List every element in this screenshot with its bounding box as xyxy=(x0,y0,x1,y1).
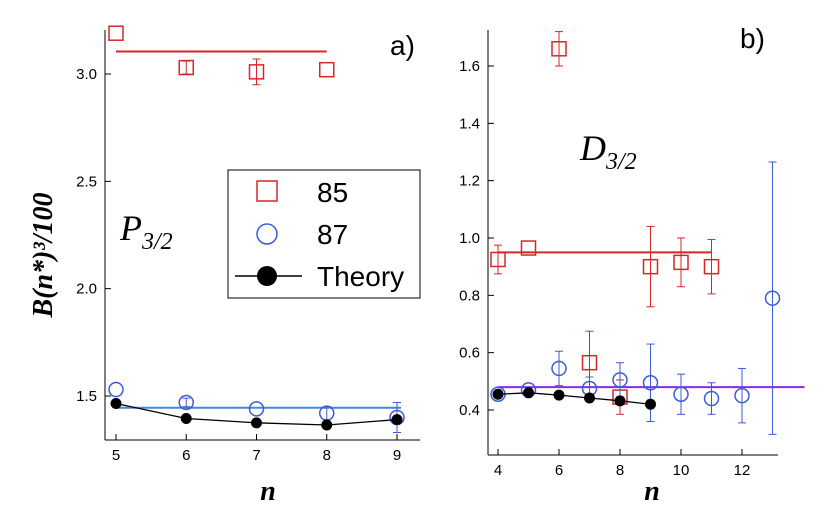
panel-b-point-87 xyxy=(551,360,567,377)
panel-b-point-87 xyxy=(764,290,781,306)
panel-b-point-theory xyxy=(645,398,656,410)
panel-b-x-tick-label: 6 xyxy=(555,462,563,479)
panel-a-ticks: 5 6 7 8 9 1.5 2.0 2.5 3.0 xyxy=(76,66,401,464)
panel-b-marks xyxy=(490,31,781,435)
panel-b-point-87 xyxy=(642,375,659,391)
panel-a-point-theory xyxy=(391,414,403,426)
panel-b-fit-lines xyxy=(498,251,805,389)
panel-b-point-87 xyxy=(734,387,750,404)
panel-b-point-theory xyxy=(523,387,534,399)
legend-square-icon xyxy=(256,180,278,202)
legend-entry-85: 85 xyxy=(256,177,348,208)
panel-b-y-tick-label: 0.8 xyxy=(459,287,480,304)
panel-a-y-tick-label: 2.5 xyxy=(76,173,97,190)
panel-a-point-theory xyxy=(251,417,262,429)
legend-label-87: 87 xyxy=(317,219,348,250)
panel-a-x-tick-label: 7 xyxy=(252,447,260,464)
panel-b-point-85 xyxy=(642,258,659,275)
panel-b-point-theory xyxy=(492,388,504,400)
panel-b-point-85 xyxy=(490,251,506,268)
panel-a-point-theory xyxy=(110,398,122,410)
panel-b-y-tick-label: 1.2 xyxy=(459,173,480,190)
panel-a-x-tick-label: 6 xyxy=(182,447,190,464)
panel-b-point-87 xyxy=(673,386,689,402)
panel-a-point-87 xyxy=(248,401,265,417)
panel-a-x-tick-label: 5 xyxy=(112,447,120,464)
panel-b: 4 6 8 10 12 0.4 0.6 0.8 1.0 1.2 1.4 1.6 b) D3/2 n xyxy=(459,23,805,507)
panel-a-series-sub: 3/2 xyxy=(141,229,173,255)
panel-b-point-87 xyxy=(612,372,628,388)
panel-b-y-tick-label: 1.0 xyxy=(459,230,480,247)
y-axis-label: B(n*)³/100 xyxy=(28,192,59,318)
legend-circle-icon xyxy=(256,223,278,245)
panel-b-x-tick-label: 8 xyxy=(616,462,624,479)
panel-b-point-85 xyxy=(703,258,720,275)
panel-b-y-tick-label: 0.6 xyxy=(459,345,480,362)
panel-b-point-85 xyxy=(520,240,537,256)
panel-b-series-sub: 3/2 xyxy=(605,149,637,175)
panel-a-fit-lines xyxy=(116,50,401,409)
panel-a-x-tick-label: 8 xyxy=(323,447,331,464)
panel-a-point-87 xyxy=(108,381,124,398)
panel-a-point-85 xyxy=(319,61,335,78)
panel-a-series-main: P xyxy=(119,208,142,248)
panel-b-y-tick-label: 0.4 xyxy=(459,402,480,419)
panel-a-x-tick-label: 9 xyxy=(393,447,401,464)
panel-b-ticks: 4 6 8 10 12 0.4 0.6 0.8 1.0 1.2 1.4 1.6 xyxy=(459,58,750,479)
panel-b-point-87 xyxy=(703,390,720,407)
panel-b-point-theory xyxy=(584,392,595,404)
panel-a-point-85 xyxy=(108,25,124,41)
panel-a-point-theory xyxy=(180,413,192,425)
panel-a-y-tick-label: 3.0 xyxy=(76,66,97,83)
panel-b-x-tick-label: 12 xyxy=(734,462,751,479)
panel-a-marks xyxy=(108,25,405,433)
panel-b-series-main: D xyxy=(579,128,606,168)
legend: 85 87 Theory xyxy=(227,169,421,299)
panel-b-label: b) xyxy=(740,23,765,54)
panel-a-point-85 xyxy=(248,64,265,80)
panel-a-y-tick-label: 1.5 xyxy=(76,388,97,405)
panel-b-x-tick-label: 4 xyxy=(494,462,502,479)
panel-a-point-87 xyxy=(178,394,194,411)
panel-a-label: a) xyxy=(390,30,415,61)
panel-b-point-theory xyxy=(614,395,626,407)
legend-entry-87: 87 xyxy=(256,219,348,250)
panel-a-x-label: n xyxy=(260,476,276,507)
legend-label-theory: Theory xyxy=(317,261,404,292)
panel-b-y-tick-label: 1.6 xyxy=(459,58,480,75)
legend-label-85: 85 xyxy=(317,177,348,208)
panel-b-point-85 xyxy=(581,354,598,371)
legend-entry-theory: Theory xyxy=(235,261,404,292)
panel-a: 5 6 7 8 9 1.5 2.0 2.5 3.0 a) P3/2 n xyxy=(76,25,420,507)
panel-b-x-tick-label: 10 xyxy=(673,462,690,479)
panel-b-y-tick-label: 1.4 xyxy=(459,115,480,132)
panel-b-x-label: n xyxy=(644,476,660,507)
panel-b-point-theory xyxy=(553,389,565,401)
panel-a-series-label: P3/2 xyxy=(119,208,173,255)
legend-filled-circle-icon xyxy=(257,266,277,286)
panel-b-series-label: D3/2 xyxy=(579,128,637,175)
panel-b-point-85 xyxy=(551,41,567,57)
panel-a-y-tick-label: 2.0 xyxy=(76,281,97,298)
panel-a-point-theory xyxy=(321,419,333,431)
panel-a-point-85 xyxy=(178,59,194,76)
panel-b-point-85 xyxy=(673,254,689,271)
